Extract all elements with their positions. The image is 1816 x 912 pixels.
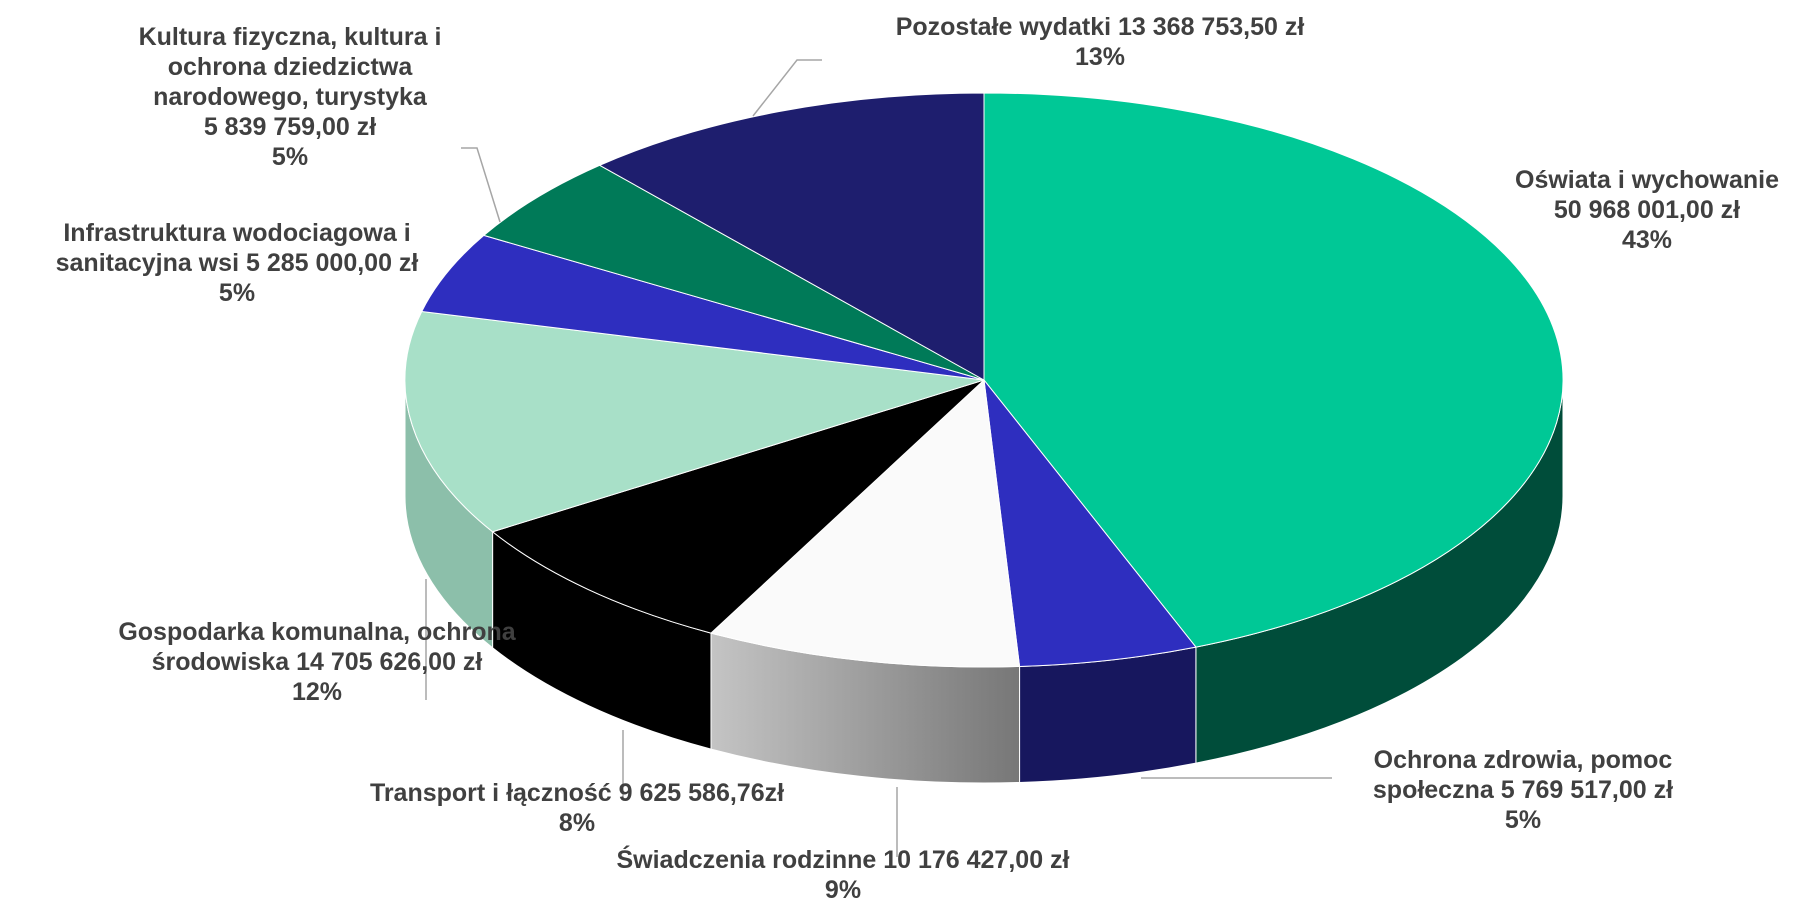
slice-name: Świadczenia rodzinne	[616, 846, 877, 874]
slice	[482, 164, 985, 381]
slice	[491, 379, 985, 634]
slice-name: Kultura fizyczna, kultura i ochrona dzie…	[138, 23, 442, 111]
data-label: Świadczenia rodzinne 10 176 427,00 zł 9%	[543, 845, 1143, 905]
slice	[709, 378, 1021, 668]
value-label: 13 368 753,50 zł	[1118, 13, 1305, 41]
percent-label: 43%	[1621, 226, 1673, 254]
percent-label: 5%	[218, 279, 256, 307]
percent-label: 12%	[291, 678, 343, 706]
data-label: Infrastruktura wodociagowa i sanitacyjna…	[7, 218, 467, 308]
slice-name: Infrastruktura wodociagowa i sanitacyjna…	[55, 219, 411, 277]
value-label: 5 839 759,00 zł	[203, 113, 377, 141]
value-label: 9 625 586,76zł	[618, 779, 785, 807]
slice	[420, 234, 985, 381]
slice-name: Pozostałe wydatki	[895, 13, 1112, 41]
leader-line	[752, 59, 822, 117]
value-label: 10 176 427,00 zł	[883, 846, 1070, 874]
slice-name: Gospodarka komunalna, ochrona środowiska	[118, 618, 516, 676]
data-label: Kultura fizyczna, kultura i ochrona dzie…	[115, 22, 465, 172]
data-label: Oświata i wychowanie 50 968 001,00 zł 43%	[1477, 165, 1816, 255]
percent-label: 9%	[824, 876, 862, 904]
pie-tops	[404, 92, 1564, 668]
percent-label: 5%	[1504, 806, 1542, 834]
slice-name: Transport i łączność	[369, 779, 612, 807]
percent-label: 8%	[558, 809, 596, 837]
value-label: 5 285 000,00 zł	[246, 249, 419, 277]
leader-line	[461, 147, 501, 223]
slice	[404, 310, 985, 533]
slice	[983, 378, 1197, 667]
slice	[598, 92, 985, 381]
slice-side	[1019, 646, 1197, 783]
slice-name: Ochrona zdrowia, pomoc społeczna	[1372, 746, 1673, 804]
leader-lines	[425, 59, 1332, 857]
value-label: 14 705 626,00 zł	[296, 648, 483, 676]
slice-name: Oświata i wychowanie	[1515, 166, 1779, 194]
slice	[983, 92, 1564, 648]
value-label: 50 968 001,00 zł	[1553, 196, 1741, 224]
data-label: Pozostałe wydatki 13 368 753,50 zł 13%	[820, 12, 1380, 72]
data-label: Transport i łączność 9 625 586,76zł 8%	[297, 778, 857, 838]
data-label: Gospodarka komunalna, ochrona środowiska…	[97, 617, 537, 707]
value-label: 5 769 517,00 zł	[1500, 776, 1674, 804]
data-label: Ochrona zdrowia, pomoc społeczna 5 769 5…	[1313, 745, 1733, 835]
percent-label: 5%	[271, 143, 309, 171]
pie-sides	[404, 379, 1564, 784]
percent-label: 13%	[1074, 43, 1126, 71]
